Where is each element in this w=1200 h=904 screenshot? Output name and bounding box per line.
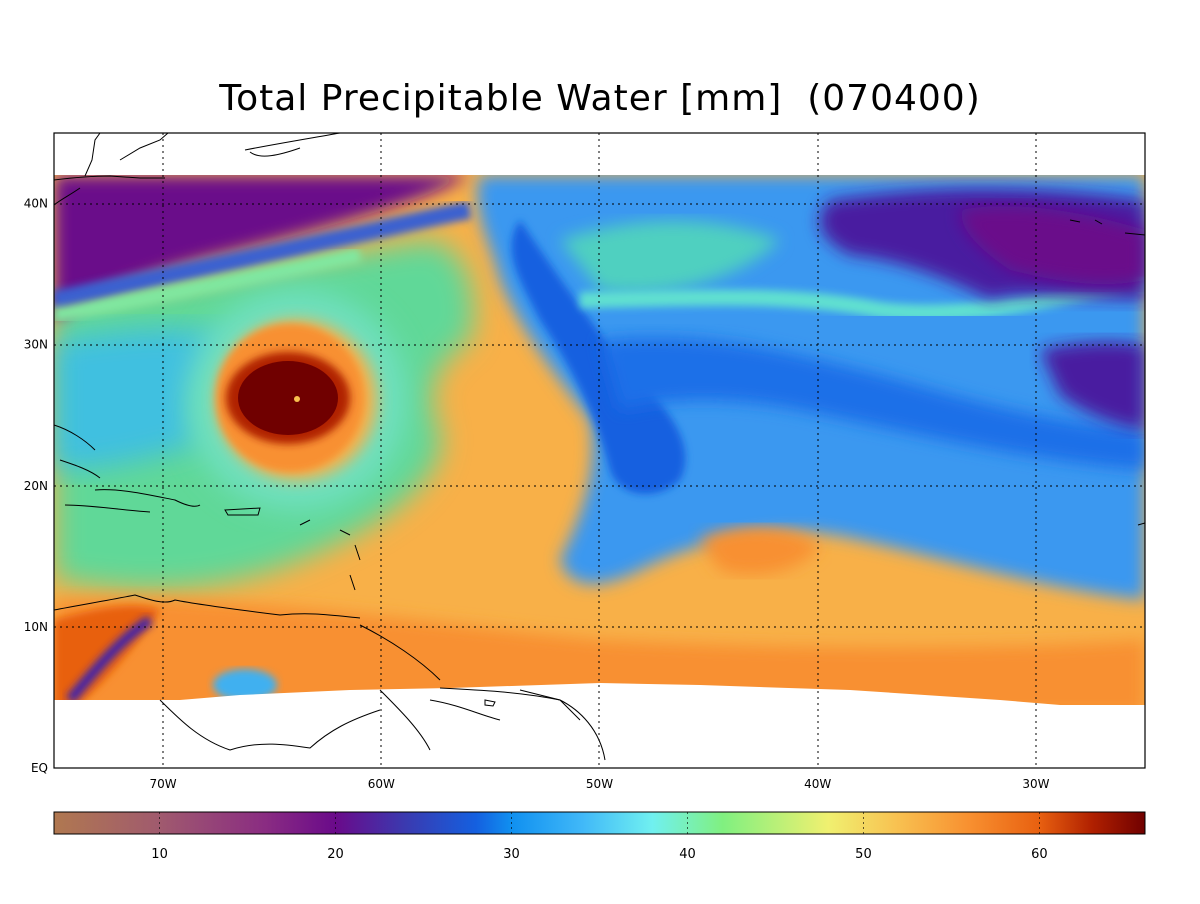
colorbar-tick-label: 50 [855, 847, 872, 862]
colorbar-tick-label: 30 [503, 847, 520, 862]
longitude-axis: 70W 60W 50W 40W 30W [150, 777, 1050, 791]
precipitable-water-field [54, 175, 1145, 715]
lat-tick-label: 20N [24, 479, 48, 493]
lat-tick-label: 40N [24, 197, 48, 211]
chart-title: Total Precipitable Water [mm] (070400) [219, 78, 981, 119]
lat-tick-label: 10N [24, 620, 48, 634]
hurricane-eye [294, 396, 300, 402]
colorbar-tick-label: 10 [151, 847, 168, 862]
lat-tick-label: EQ [31, 761, 48, 775]
colorbar-gradient [53, 811, 1146, 835]
lon-tick-label: 40W [804, 777, 831, 791]
colorbar: 10 20 30 40 50 60 [53, 811, 1146, 862]
colorbar-ticks: 10 20 30 40 50 60 [151, 812, 1048, 862]
lon-tick-label: 70W [150, 777, 177, 791]
lat-tick-label: 30N [24, 338, 48, 352]
graticule [54, 133, 1145, 768]
lon-tick-label: 50W [586, 777, 613, 791]
colorbar-tick-label: 40 [679, 847, 696, 862]
lon-tick-label: 30W [1022, 777, 1049, 791]
map-frame [53, 132, 1146, 769]
colorbar-tick-label: 20 [327, 847, 344, 862]
lon-tick-label: 60W [368, 777, 395, 791]
latitude-axis: 40N 30N 20N 10N EQ [24, 197, 48, 775]
coastlines [53, 132, 1146, 761]
colorbar-tick-label: 60 [1031, 847, 1048, 862]
